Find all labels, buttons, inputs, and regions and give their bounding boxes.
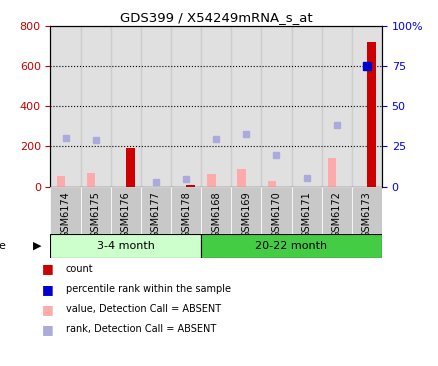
- Text: GSM6168: GSM6168: [211, 191, 221, 238]
- Bar: [291, 187, 321, 234]
- Text: 20-22 month: 20-22 month: [255, 241, 327, 251]
- Bar: [201, 234, 381, 258]
- Bar: [110, 187, 141, 234]
- Text: ■: ■: [42, 283, 53, 296]
- Text: GSM6178: GSM6178: [180, 191, 191, 238]
- Bar: [141, 187, 171, 234]
- Text: GSM6177: GSM6177: [151, 191, 161, 238]
- Text: rank, Detection Call = ABSENT: rank, Detection Call = ABSENT: [66, 324, 215, 335]
- Bar: [207, 173, 215, 187]
- Bar: [261, 187, 291, 234]
- Bar: [261, 26, 291, 187]
- Bar: [321, 26, 351, 187]
- Text: 3-4 month: 3-4 month: [97, 241, 155, 251]
- Text: count: count: [66, 264, 93, 274]
- Bar: [81, 26, 110, 187]
- Bar: [81, 187, 110, 234]
- Bar: [201, 187, 231, 234]
- Bar: [57, 176, 65, 187]
- Bar: [351, 26, 381, 187]
- Text: GSM6176: GSM6176: [120, 191, 131, 238]
- Bar: [231, 187, 261, 234]
- Bar: [50, 26, 81, 187]
- Text: ▶: ▶: [33, 241, 42, 251]
- Bar: [141, 26, 171, 187]
- Text: GSM6169: GSM6169: [241, 191, 251, 238]
- Bar: [321, 187, 351, 234]
- Text: ■: ■: [42, 303, 53, 316]
- Text: ■: ■: [42, 262, 53, 276]
- Text: percentile rank within the sample: percentile rank within the sample: [66, 284, 230, 294]
- Bar: [267, 181, 276, 187]
- Bar: [87, 172, 95, 187]
- Text: age: age: [0, 241, 7, 251]
- Bar: [126, 149, 134, 187]
- Text: GSM6174: GSM6174: [60, 191, 71, 238]
- Text: GSM6173: GSM6173: [361, 191, 371, 238]
- Bar: [171, 26, 201, 187]
- Title: GDS399 / X54249mRNA_s_at: GDS399 / X54249mRNA_s_at: [120, 11, 312, 25]
- Bar: [171, 187, 201, 234]
- Text: GSM6171: GSM6171: [301, 191, 311, 238]
- Bar: [291, 26, 321, 187]
- Bar: [201, 26, 231, 187]
- Bar: [186, 184, 194, 187]
- Bar: [237, 168, 245, 187]
- Bar: [351, 187, 381, 234]
- Text: ■: ■: [42, 323, 53, 336]
- Bar: [231, 26, 261, 187]
- Text: value, Detection Call = ABSENT: value, Detection Call = ABSENT: [66, 304, 220, 314]
- Bar: [110, 26, 141, 187]
- Bar: [50, 187, 81, 234]
- Text: GSM6170: GSM6170: [271, 191, 281, 238]
- Text: GSM6175: GSM6175: [91, 191, 100, 238]
- Text: GSM6172: GSM6172: [331, 191, 341, 238]
- Bar: [367, 42, 375, 187]
- Bar: [50, 234, 201, 258]
- Bar: [327, 158, 336, 187]
